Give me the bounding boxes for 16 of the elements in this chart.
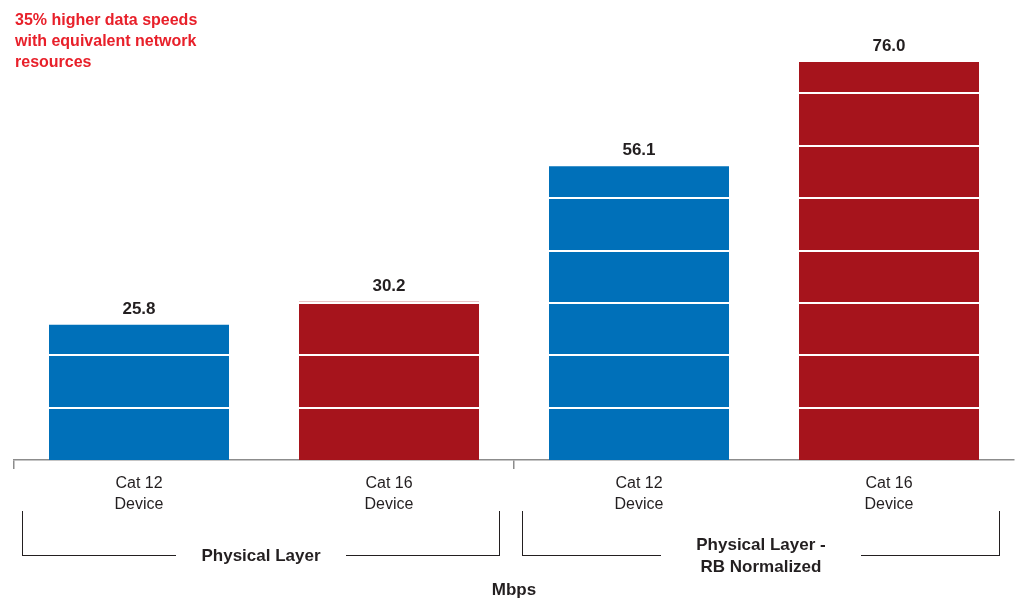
bar [799,61,979,460]
text: Physical Layer - RB Normalized [695,534,827,578]
bar [549,166,729,460]
x-tick-label: Cat 16 Device [864,473,914,512]
x-tick-label: Cat 12 Device [114,473,164,512]
x-tick-label: Cat 16 Device [364,473,414,512]
bar [299,301,479,460]
chart-title: 35% higher data speeds with equivalent network resources [15,10,199,72]
data-label: 25.8 [122,299,156,319]
data-label: 56.1 [622,140,656,160]
x-axis-title: Mbps [491,580,537,600]
x-tick-label: Cat 12 Device [614,473,664,512]
data-label: 30.2 [372,276,406,296]
data-label: 76.0 [872,36,906,56]
bar [49,324,229,460]
text: Physical Layer [201,545,321,567]
